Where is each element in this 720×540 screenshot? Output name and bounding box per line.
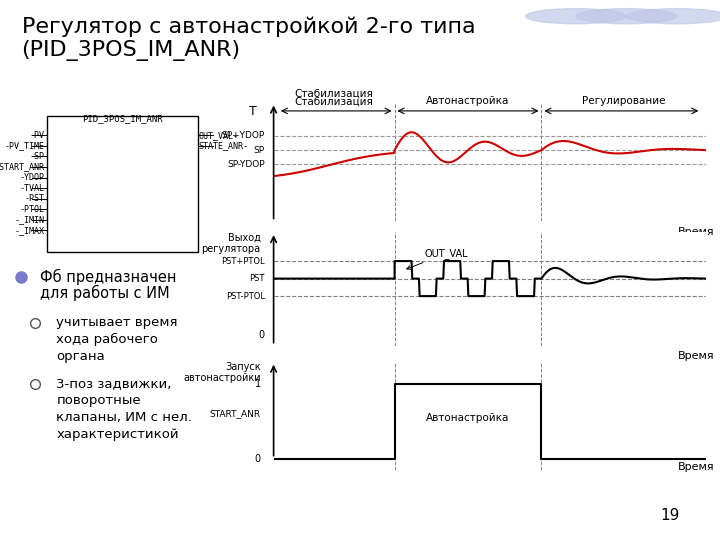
Text: Регулирование: Регулирование bbox=[582, 96, 665, 106]
Text: органа: органа bbox=[56, 350, 105, 363]
Text: Фб предназначен: Фб предназначен bbox=[40, 269, 176, 286]
Text: -TVAL: -TVAL bbox=[19, 184, 45, 193]
Text: -PV: -PV bbox=[30, 131, 45, 140]
Text: для работы с ИМ: для работы с ИМ bbox=[40, 285, 170, 301]
Text: характеристикой: характеристикой bbox=[56, 428, 179, 442]
Text: PST: PST bbox=[250, 274, 265, 283]
Text: -_IMIN: -_IMIN bbox=[14, 215, 45, 225]
Text: Выход
регулятора: Выход регулятора bbox=[202, 232, 261, 254]
Text: PST+PTOL: PST+PTOL bbox=[221, 256, 265, 266]
Bar bbox=[47, 116, 198, 252]
Circle shape bbox=[626, 9, 720, 24]
Text: 0: 0 bbox=[258, 330, 265, 340]
Text: Стабилизация: Стабилизация bbox=[294, 88, 374, 98]
Text: -PST: -PST bbox=[24, 194, 45, 203]
Text: STATE_ANR-: STATE_ANR- bbox=[198, 141, 248, 150]
Text: хода рабочего: хода рабочего bbox=[56, 333, 158, 346]
Text: 0: 0 bbox=[254, 454, 261, 464]
Text: Регулятор с автонастройкой 2-го типа
(PID_3POS_IM_ANR): Регулятор с автонастройкой 2-го типа (PI… bbox=[22, 16, 475, 61]
Text: -YDOP: -YDOP bbox=[19, 173, 45, 182]
Text: OUT_VAL: OUT_VAL bbox=[407, 248, 469, 269]
Text: Время: Время bbox=[678, 462, 714, 472]
Text: 1: 1 bbox=[254, 379, 261, 389]
Text: OUT_VAL-: OUT_VAL- bbox=[198, 131, 238, 140]
Text: клапаны, ИМ с нел.: клапаны, ИМ с нел. bbox=[56, 411, 192, 424]
Text: Автонастройка: Автонастройка bbox=[426, 413, 510, 423]
Text: Время: Время bbox=[678, 351, 714, 361]
Text: PID_3POS_IM_ANR: PID_3POS_IM_ANR bbox=[82, 114, 163, 123]
Text: Время: Время bbox=[678, 227, 714, 238]
Text: SP: SP bbox=[254, 146, 265, 154]
Text: SP+YDOP: SP+YDOP bbox=[222, 131, 265, 140]
Text: START_ANR: START_ANR bbox=[210, 409, 261, 418]
Text: -_IMAX: -_IMAX bbox=[14, 226, 45, 235]
Circle shape bbox=[576, 9, 677, 24]
Circle shape bbox=[526, 9, 626, 24]
Text: SP-YDOP: SP-YDOP bbox=[228, 160, 265, 169]
Text: Запуск
автонастройки: Запуск автонастройки bbox=[183, 362, 261, 383]
Text: 19: 19 bbox=[660, 508, 679, 523]
Text: PST-PTOL: PST-PTOL bbox=[226, 292, 265, 301]
Text: -PV_TIME: -PV_TIME bbox=[4, 141, 45, 150]
Text: Автонастройка: Автонастройка bbox=[426, 96, 510, 106]
Text: 3-поз задвижки,: 3-поз задвижки, bbox=[56, 377, 172, 390]
Text: -SP: -SP bbox=[30, 152, 45, 161]
Text: Стабилизация: Стабилизация bbox=[294, 96, 374, 106]
Text: -PTOL: -PTOL bbox=[19, 205, 45, 214]
Text: поворотные: поворотные bbox=[56, 394, 141, 408]
Text: учитывает время: учитывает время bbox=[56, 316, 178, 329]
Text: -START_ANR: -START_ANR bbox=[0, 163, 45, 172]
Text: T: T bbox=[248, 105, 256, 118]
